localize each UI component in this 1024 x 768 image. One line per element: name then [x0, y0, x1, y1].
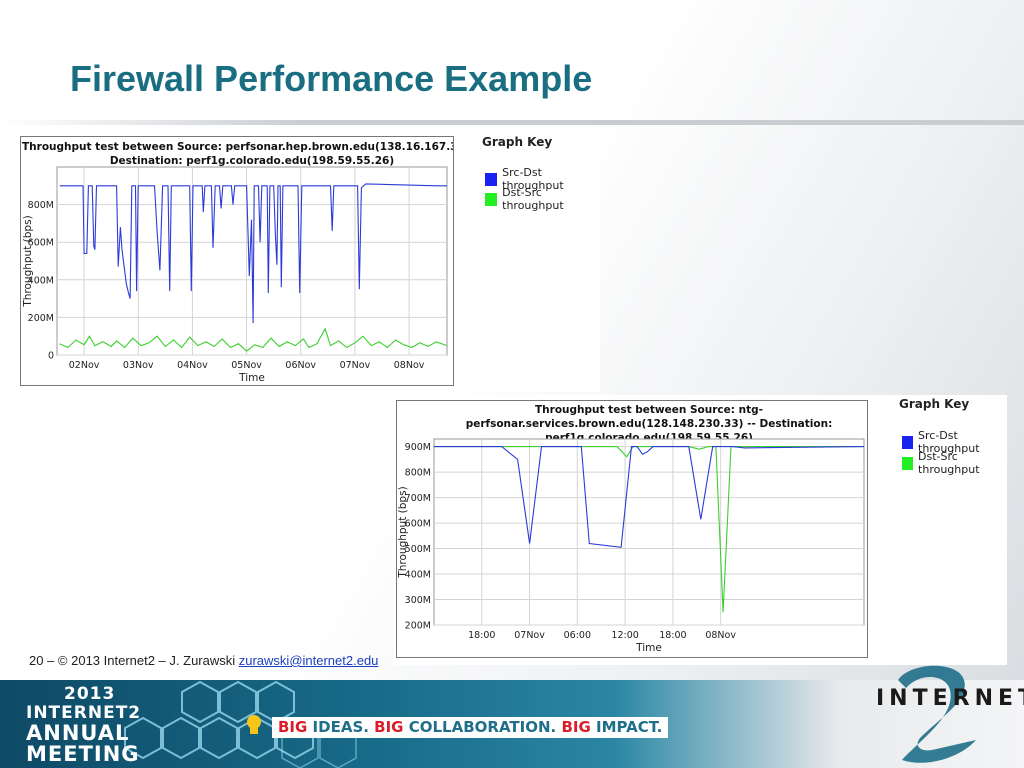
footer-copyright: 20 – © 2013 Internet2 – J. Zurawski: [29, 653, 239, 668]
tagline-big: BIG: [278, 718, 308, 736]
chart-title: Destination: perf1g.colorado.edu(198.59.…: [110, 155, 394, 167]
legend-label: Dst-Src throughput: [918, 450, 980, 476]
y-tick-label: 300M: [405, 595, 431, 606]
legend-swatch-blue: [902, 435, 914, 449]
x-tick-label: 06Nov: [285, 360, 316, 371]
x-tick-label: 08Nov: [705, 630, 736, 641]
chart2-legend-src-dst: Src-Dst throughput: [902, 429, 1007, 455]
meeting-label: MEETING: [26, 742, 140, 766]
internet2-logo-text: INTERNET: [876, 686, 1024, 711]
y-tick-label: 900M: [405, 442, 431, 453]
lightbulb-icon: [247, 715, 261, 734]
y-tick-label: 700M: [405, 493, 431, 504]
y-tick-label: 500M: [405, 544, 431, 555]
tagline-phrase: IMPACT.: [590, 718, 663, 736]
y-tick-label: 400M: [405, 570, 431, 581]
y-tick-label: 600M: [28, 238, 54, 249]
x-tick-label: 05Nov: [231, 360, 262, 371]
y-tick-label: 0: [48, 351, 54, 362]
meeting-org: INTERNET2: [26, 703, 142, 723]
internet2-logo-mark: [898, 665, 976, 763]
tagline-big: BIG: [374, 718, 404, 736]
tagline-phrase: COLLABORATION.: [403, 718, 562, 736]
chart2-frame: Throughput test between Source: ntg-perf…: [396, 400, 868, 658]
legend-swatch-blue: [485, 172, 498, 186]
x-tick-label: 18:00: [468, 630, 495, 641]
internet2-logo: INTERNET®: [876, 686, 1024, 711]
x-tick-label: 07Nov: [514, 630, 545, 641]
slide-footer: 20 – © 2013 Internet2 – J. Zurawski zura…: [29, 653, 378, 668]
x-tick-label: 18:00: [659, 630, 686, 641]
y-axis-label: Throughput (bps): [397, 486, 409, 578]
series-line: [434, 446, 865, 548]
x-tick-label: 08Nov: [394, 360, 425, 371]
legend-swatch-green: [902, 456, 914, 470]
series-line: [434, 446, 864, 613]
x-axis-label: Time: [635, 642, 662, 654]
series-line: [59, 327, 448, 352]
x-tick-label: 06:00: [564, 630, 591, 641]
y-tick-label: 200M: [28, 313, 54, 324]
y-tick-label: 800M: [28, 200, 54, 211]
x-tick-label: 03Nov: [123, 360, 154, 371]
chart2-panel: Throughput test between Source: ntg-perf…: [393, 395, 1007, 665]
x-tick-label: 12:00: [611, 630, 638, 641]
tagline: BIG IDEAS. BIG COLLABORATION. BIG IMPACT…: [272, 717, 669, 738]
meeting-wordmark: 2013 INTERNET2 ANNUAL MEETING: [26, 686, 141, 765]
slide-title: Firewall Performance Example: [70, 58, 593, 99]
plot-area: [433, 438, 865, 626]
footer-email-link[interactable]: zurawski@internet2.edu: [238, 653, 379, 668]
tagline-phrase: IDEAS.: [307, 718, 375, 736]
tagline-big: BIG: [561, 718, 591, 736]
chart-title: perfsonar.services.brown.edu(128.148.230…: [466, 418, 833, 430]
legend-label: Dst-Src throughput: [502, 186, 564, 212]
chart1-panel: Throughput test between Source: perfsona…: [16, 130, 600, 392]
chart1-legend-title: Graph Key: [482, 135, 553, 149]
x-tick-label: 02Nov: [69, 360, 100, 371]
x-tick-label: 04Nov: [177, 360, 208, 371]
meeting-annual: ANNUAL: [26, 721, 130, 745]
chart1-legend-src-dst: Src-Dst throughput: [485, 166, 600, 192]
legend-swatch-green: [485, 192, 498, 206]
legend-label: Src-Dst throughput: [502, 166, 564, 192]
meeting-year: 2013: [64, 684, 116, 704]
legend-label: Src-Dst throughput: [918, 429, 980, 455]
y-tick-label: 600M: [405, 519, 431, 530]
series-line: [59, 183, 447, 324]
y-axis-label: Throughput (bps): [22, 215, 34, 307]
chart1-svg: Throughput test between Source: perfsona…: [22, 141, 482, 384]
y-tick-label: 800M: [405, 468, 431, 479]
chart-title: Throughput test between Source: perfsona…: [22, 141, 453, 153]
chart-title: Throughput test between Source: ntg-: [535, 404, 763, 416]
chart2-legend-title: Graph Key: [899, 397, 970, 411]
title-underline: [0, 120, 1024, 125]
y-tick-label: 400M: [28, 275, 54, 286]
x-tick-label: 07Nov: [340, 360, 371, 371]
y-tick-label: 200M: [405, 621, 431, 632]
chart2-legend-dst-src: Dst-Src throughput: [902, 450, 1007, 476]
chart1-frame: Throughput test between Source: perfsona…: [20, 136, 482, 386]
chart1-legend-dst-src: Dst-Src throughput: [485, 186, 600, 212]
chart2-svg: Throughput test between Source: ntg-perf…: [397, 404, 865, 654]
x-axis-label: Time: [238, 372, 265, 384]
